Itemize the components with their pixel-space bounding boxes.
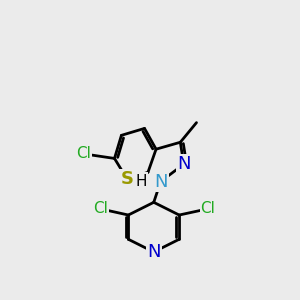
Text: N: N	[177, 155, 190, 173]
Text: N: N	[147, 243, 160, 261]
Text: Cl: Cl	[201, 201, 215, 216]
Text: N: N	[154, 172, 167, 190]
Text: S: S	[121, 170, 134, 188]
Text: Cl: Cl	[76, 146, 91, 161]
Text: H: H	[135, 174, 147, 189]
Text: Cl: Cl	[93, 201, 108, 216]
